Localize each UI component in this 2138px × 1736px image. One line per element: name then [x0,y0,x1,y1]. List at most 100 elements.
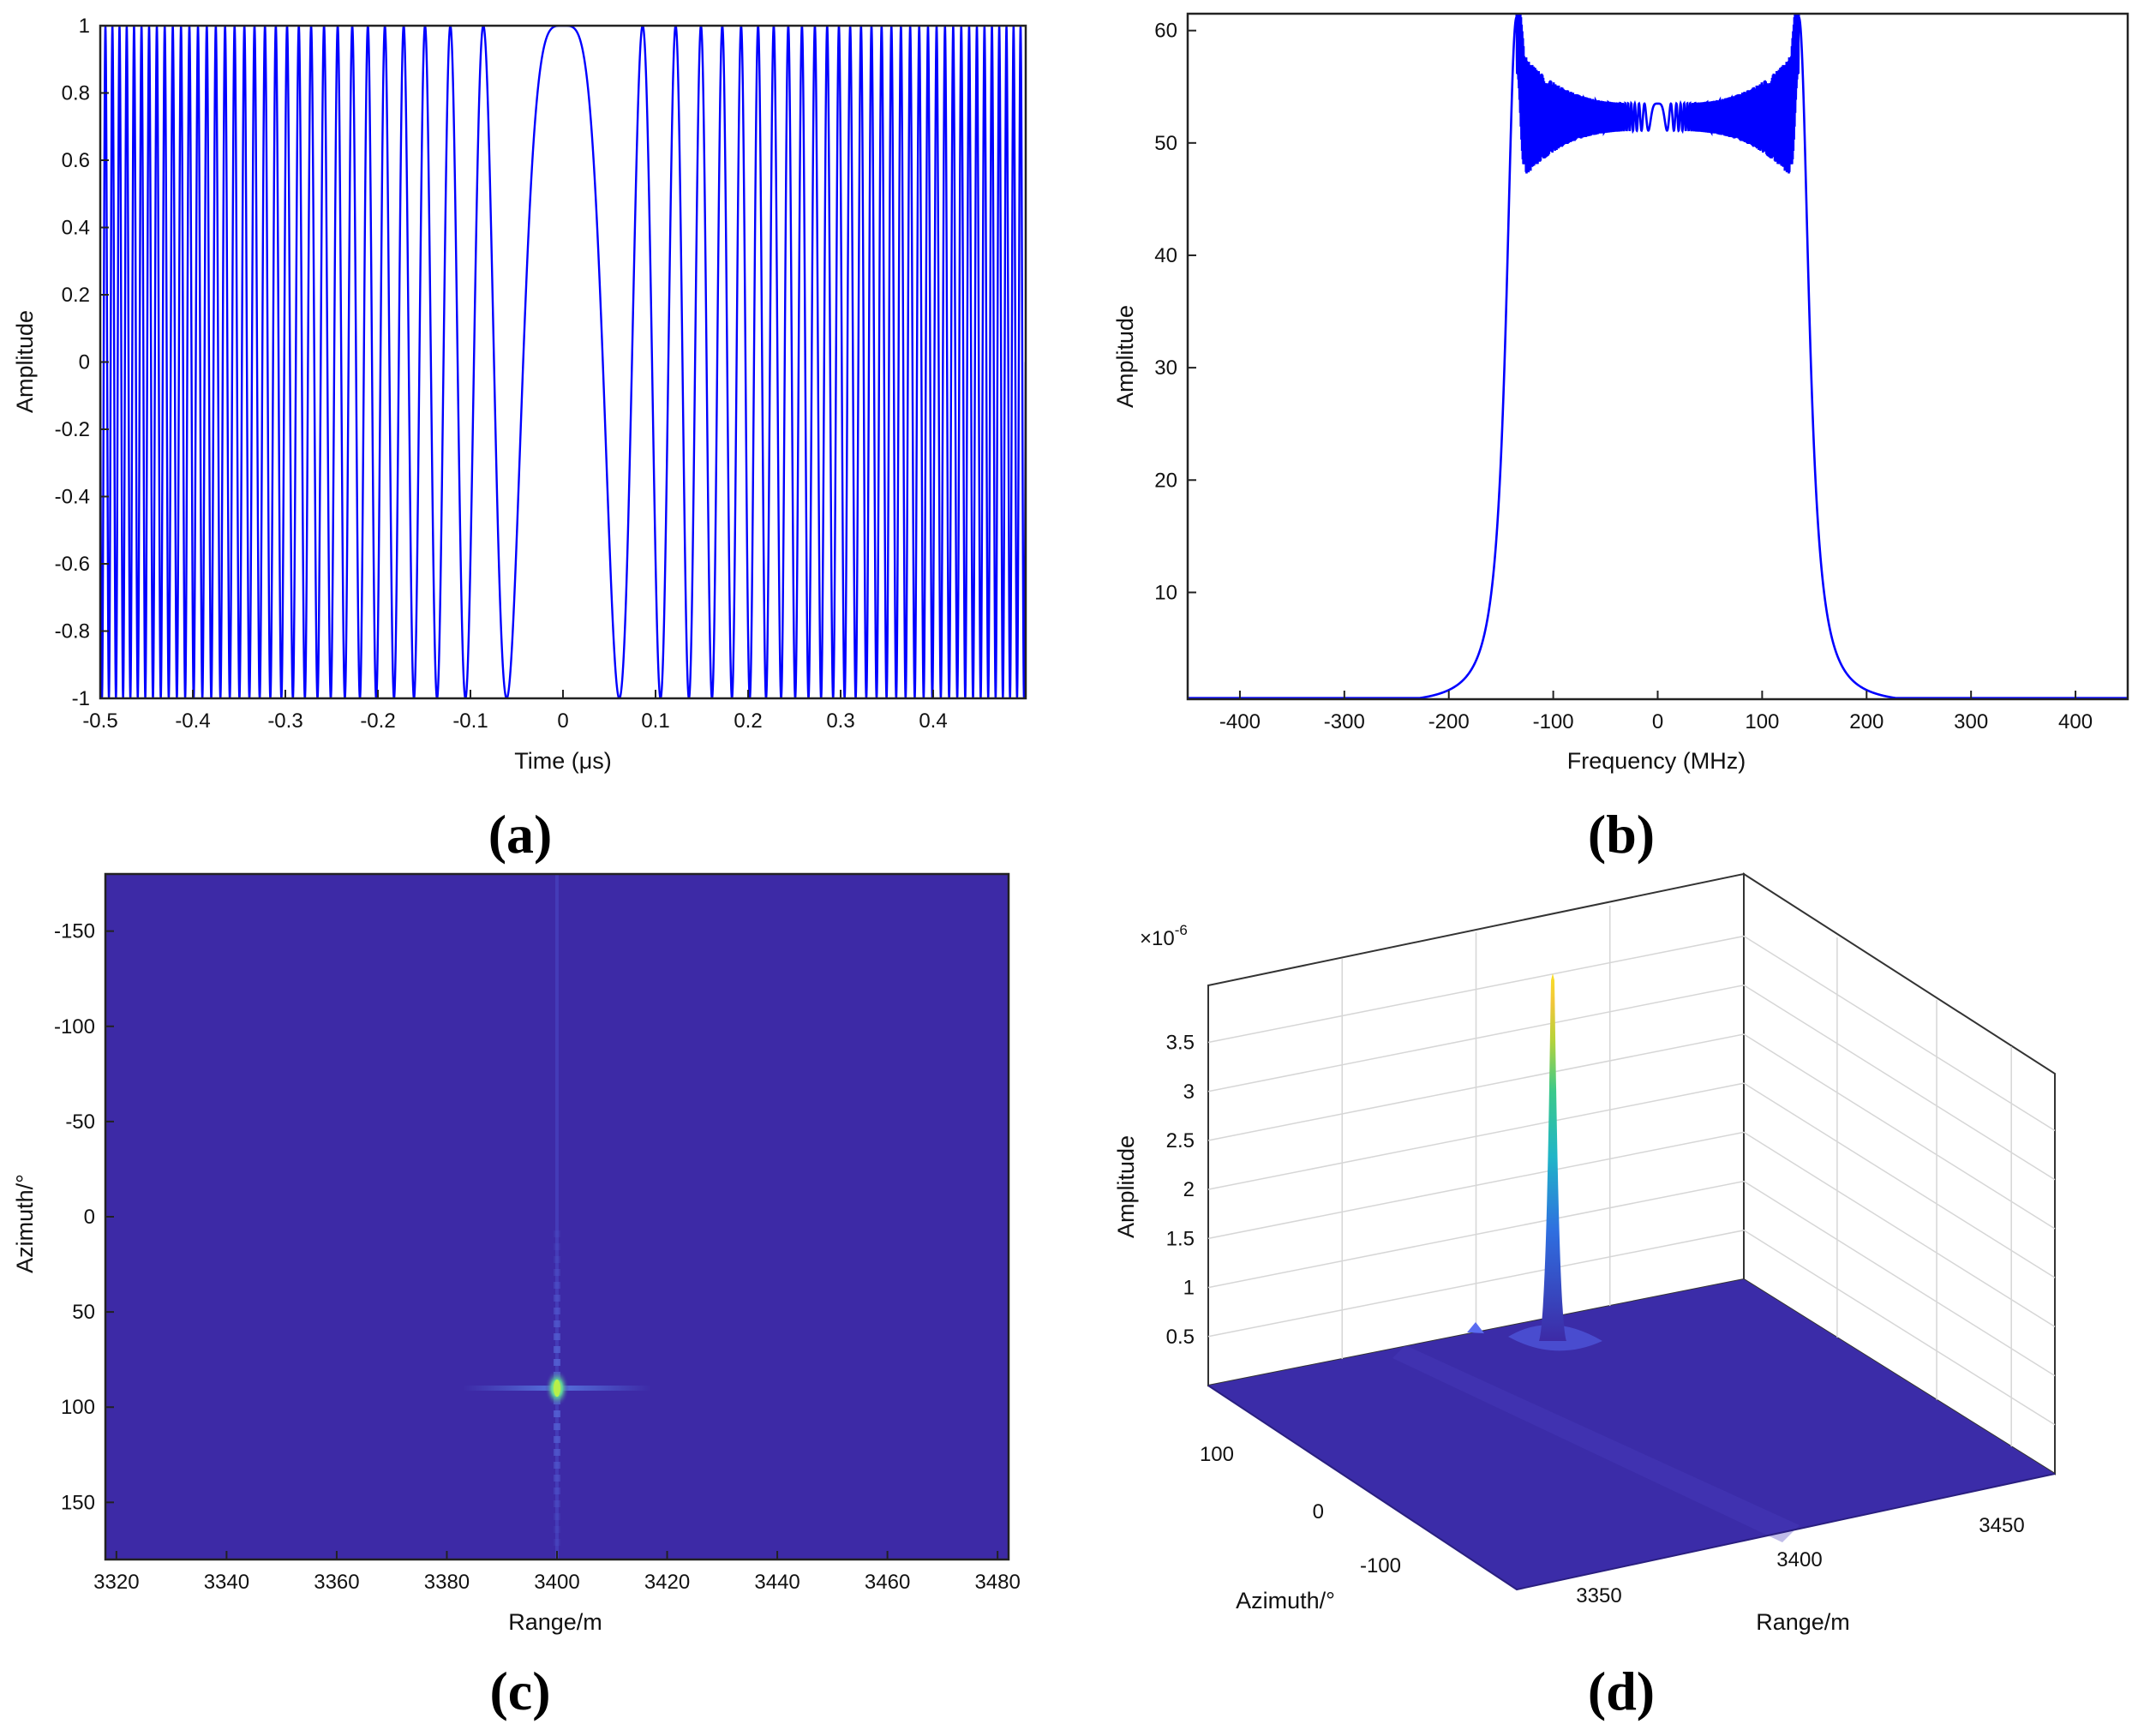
chart-a-x-tick-label: 0 [557,709,568,733]
chart-b-x-tick-label: 0 [1652,710,1663,733]
chart-d-wall-gridlines [1207,906,2056,1447]
chart-d-azimuth-label: Azimuth/° [1236,1588,1335,1613]
chart-a-y-tick-label: 0.6 [62,149,90,172]
chart-b-y-label: Amplitude [1112,305,1138,408]
chart-c-y-label: Azimuth/° [12,1174,38,1273]
chart-c-azimuth-sidelobe [554,1410,560,1417]
chart-a-series-chirp [100,26,1026,698]
chart-d-range-tick-label: 3400 [1776,1548,1822,1571]
chart-d: 3.5 3 2.5 2 1.5 1 0.5 ×10-6 3350 3400 3450 100 0 -… [1113,872,2056,1721]
chart-a-y-tick-label: 0.4 [62,217,90,240]
chart-c-azimuth-sidelobe [554,1488,560,1494]
chart-b-x-tick-label: 300 [1954,710,1988,733]
chart-d-z-tick-label: 1 [1183,1277,1195,1300]
chart-c-x-tick-label: 3440 [754,1571,800,1594]
chart-a-x-tick-label: 0.1 [641,709,669,733]
chart-c-y-tick-label: 50 [72,1301,95,1324]
chart-a-y-tick-label: -0.2 [55,418,90,441]
chart-c-azimuth-sidelobe [554,1500,560,1507]
chart-c-y-tick-label: -100 [54,1015,95,1039]
chart-d-range-ticks: 3350 3400 3450 [1576,1514,2024,1607]
chart-d-z-gridline-right [1743,1082,2056,1278]
chart-a-y-tick-label: -1 [72,687,90,710]
chart-b-plot-frame [1186,12,2129,701]
chart-a-x-ticks: -0.5 -0.4 -0.3 -0.2 -0.1 0 0.1 0.2 0.3 0.4 [82,690,948,733]
chart-d-range-label: Range/m [1756,1609,1850,1635]
chart-d-z-tick-label: 2.5 [1166,1129,1195,1152]
chart-a-x-tick-label: -0.2 [360,709,395,733]
chart-c-target-peak [554,1380,560,1397]
chart-d-z-gridline-right [1743,935,2056,1132]
chart-a: -0.5 -0.4 -0.3 -0.2 -0.1 0 0.1 0.2 0.3 0.4 1 0.8 0.… [12,15,1027,865]
chart-b-x-tick-label: -100 [1533,710,1574,733]
chart-c-azimuth-sidelobe [554,1539,560,1546]
chart-d-floor-shading [1392,1345,1800,1542]
chart-a-x-tick-label: -0.5 [82,709,117,733]
chart-c-x-tick-label: 3380 [424,1571,470,1594]
chart-b-x-tick-label: 400 [2058,710,2093,733]
chart-c-azimuth-sidelobe [554,1475,560,1482]
chart-b: -400 -300 -200 -100 0 100 200 300 400 60 50 40 30 20… [1112,12,2129,865]
chart-b-y-tick-label: 10 [1154,581,1177,604]
chart-c-y-ticks: -150 -100 -50 0 50 100 150 [54,920,114,1514]
chart-c-azimuth-sidelobe [554,1295,560,1302]
chart-c-azimuth-sidelobe [554,1526,560,1533]
chart-a-x-label: Time (μs) [514,748,612,774]
chart-b-y-tick-label: 20 [1154,469,1177,492]
chart-b-y-tick-label: 50 [1154,132,1177,155]
chart-b-x-tick-label: 200 [1849,710,1883,733]
chart-a-y-ticks: 1 0.8 0.6 0.4 0.2 0 -0.2 -0.4 -0.6 -0.8 -1 [55,15,109,710]
chart-a-x-tick-label: -0.4 [175,709,210,733]
chart-d-z-gridline-right [1743,1131,2056,1328]
chart-c-azimuth-sidelobe [554,1320,560,1327]
chart-c-y-tick-label: 150 [61,1491,95,1514]
chart-d-floor-front-edge [1207,1385,2056,1591]
chart-d-range-tick-label: 3350 [1576,1584,1621,1607]
chart-d-z-tick-label: 3 [1183,1081,1195,1104]
chart-c-azimuth-sidelobe [554,1462,560,1469]
chart-c-azimuth-sidelobe [554,1359,560,1366]
chart-c-azimuth-sidelobe [554,1282,560,1289]
chart-a-y-tick-label: -0.4 [55,486,90,509]
chart-c-x-tick-label: 3480 [974,1571,1020,1594]
chart-c-x-tick-label: 3360 [314,1571,359,1594]
chart-c-azimuth-sidelobe [554,1269,560,1276]
chart-a-y-tick-label: -0.8 [55,620,90,644]
chart-c-y-tick-label: -50 [65,1110,95,1134]
chart-a-y-tick-label: 0.2 [62,284,90,307]
chart-c-y-tick-label: -150 [54,920,95,943]
chart-d-main-peak [1539,973,1566,1341]
chart-c-x-tick-label: 3340 [204,1571,249,1594]
chart-c-azimuth-sidelobe [554,1449,560,1456]
chart-b-series-spectrum [1188,14,2128,699]
chart-b-x-ticks: -400 -300 -200 -100 0 100 200 300 400 [1219,691,2093,733]
chart-c-azimuth-sidelobe [554,1256,560,1263]
chart-d-secondary-peak [1467,1322,1484,1333]
chart-c-y-tick-label: 0 [84,1206,95,1229]
chart-d-z-exponent: ×10-6 [1140,922,1188,950]
chart-c-y-tick-label: 100 [61,1396,95,1419]
chart-d-z-tick-label: 0.5 [1166,1326,1195,1349]
chart-b-x-tick-label: 100 [1745,710,1779,733]
chart-c: 3320 3340 3360 3380 3400 3420 3440 3460 3480 -15… [12,872,1021,1721]
panel-label-b: (b) [1588,804,1655,865]
chart-c-x-tick-label: 3420 [644,1571,690,1594]
panel-label-d: (d) [1588,1661,1655,1721]
chart-a-x-tick-label: 0.3 [826,709,854,733]
chart-d-range-tick-label: 3450 [1979,1514,2024,1537]
chart-a-y-tick-label: -0.6 [55,553,90,576]
chart-c-azimuth-sidelobe-line [555,874,559,1559]
chart-c-azimuth-sidelobe [554,1333,560,1340]
panel-label-a: (a) [488,804,553,865]
chart-c-x-tick-label: 3400 [534,1571,579,1594]
chart-d-z-ticks: 3.5 3 2.5 2 1.5 1 0.5 [1166,1032,1195,1349]
chart-d-z-gridline-right [1743,1230,2056,1426]
chart-c-azimuth-sidelobe [554,1436,560,1443]
chart-c-azimuth-sidelobe [554,1423,560,1430]
chart-b-y-tick-label: 60 [1154,20,1177,43]
chart-d-azimuth-tick-label: -100 [1360,1554,1401,1577]
chart-d-azimuth-tick-label: 0 [1313,1500,1324,1523]
chart-b-y-ticks: 60 50 40 30 20 10 [1154,20,1196,604]
chart-a-y-tick-label: 1 [79,15,90,38]
